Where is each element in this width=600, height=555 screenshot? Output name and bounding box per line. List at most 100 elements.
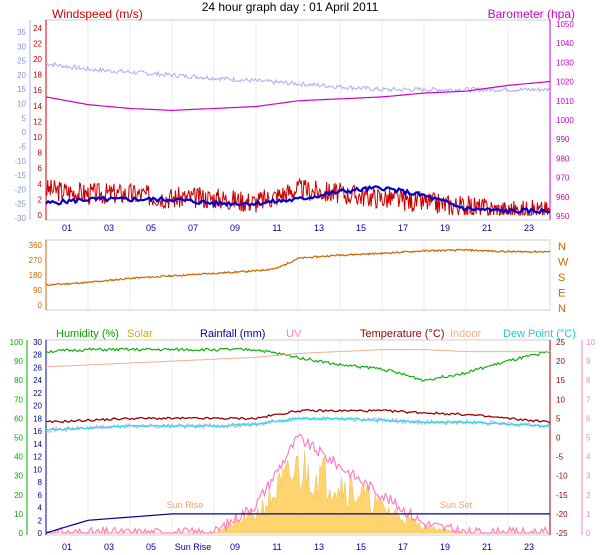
wind-tick-label: 18: [33, 71, 42, 80]
bottom-x-tick-label: 13: [314, 542, 324, 552]
uv-tick-label: 3: [586, 472, 591, 481]
dir-compass-label: N: [558, 303, 566, 315]
humidity-title: Humidity (%): [56, 328, 119, 340]
bottom-x-tick-label: 09: [230, 542, 240, 552]
wind-x-tick-label: 09: [230, 223, 240, 233]
bottom-x-tick-label: 15: [356, 542, 366, 552]
bottom-x-tick-label: Sun Rise: [175, 542, 212, 552]
humidity-tick-label: 70: [14, 395, 23, 404]
uv-tick-label: 9: [586, 357, 591, 366]
rain-tick-label: 22: [33, 389, 42, 398]
temp-tick-label: 25: [556, 338, 565, 347]
wind-x-tick-label: 01: [62, 223, 72, 233]
wind-title: Windspeed (m/s): [52, 7, 143, 21]
wind-outer-tick-label: -15: [14, 171, 26, 180]
wind-outer-tick-label: -30: [14, 214, 26, 223]
bottom-x-tick-label: 21: [482, 542, 492, 552]
wind-outer-tick-label: 20: [17, 71, 26, 80]
solar-title: Solar: [127, 328, 153, 340]
rain-tick-label: 14: [33, 440, 42, 449]
uv-line: [45, 433, 550, 535]
dew-point-line: [45, 417, 551, 431]
wind-x-tick-label: 15: [356, 223, 366, 233]
sunrise-annotation: Sun Rise: [167, 500, 204, 510]
dir-tick-label: 270: [29, 256, 43, 265]
uv-tick-label: 5: [586, 434, 591, 443]
rain-tick-label: 18: [33, 414, 42, 423]
wind-x-tick-label: 19: [440, 223, 450, 233]
temp-tick-label: -20: [556, 510, 568, 519]
temp-tick-label: -5: [556, 453, 564, 462]
wind-x-tick-label: 23: [524, 223, 534, 233]
wind-x-tick-label: 11: [272, 223, 281, 233]
bottom-x-tick-label: 05: [146, 542, 156, 552]
wind-tick-label: 16: [33, 86, 42, 95]
bottom-x-tick-label: 19: [440, 542, 450, 552]
outer-temp-line: [45, 61, 551, 94]
wind-outer-tick-label: -25: [14, 200, 26, 209]
humidity-line: [45, 347, 551, 382]
rain-tick-label: 2: [38, 516, 43, 525]
wind-gust-line: [45, 177, 551, 217]
wind-x-tick-label: 05: [146, 223, 156, 233]
wind-tick-label: 24: [33, 24, 42, 33]
wind-tick-label: 8: [38, 149, 43, 158]
indoor-temp-line: [45, 349, 550, 368]
uv-tick-label: 0: [586, 529, 591, 538]
rain-tick-label: 6: [38, 491, 43, 500]
baro-tick-label: 950: [556, 212, 570, 221]
dew-title: Dew Point (°C): [503, 328, 576, 340]
temp-tick-label: 20: [556, 357, 565, 366]
dir-compass-label: W: [558, 257, 569, 269]
wind-outer-tick-label: -5: [19, 142, 27, 151]
humidity-tick-label: 20: [14, 491, 23, 500]
humidity-tick-label: 90: [14, 357, 23, 366]
rain-tick-label: 4: [38, 504, 43, 513]
wind-tick-label: 12: [33, 117, 42, 126]
temp-tick-label: 0: [556, 434, 561, 443]
wind-tick-label: 14: [33, 102, 42, 111]
wind-outer-tick-label: 5: [22, 114, 27, 123]
page-title: 24 hour graph day : 01 April 2011: [202, 0, 379, 14]
wind-outer-tick-label: 30: [17, 42, 26, 51]
humidity-tick-label: 80: [14, 376, 23, 385]
baro-tick-label: 970: [556, 174, 570, 183]
temp-tick-label: -25: [556, 529, 568, 538]
dir-compass-label: N: [558, 241, 566, 253]
humidity-tick-label: 100: [10, 338, 24, 347]
baro-tick-label: 1010: [556, 97, 574, 106]
wind-avg-line: [45, 185, 551, 216]
wind-tick-label: 6: [38, 164, 43, 173]
baro-title: Barometer (hpa): [488, 7, 575, 21]
wind-outer-tick-label: 15: [17, 85, 26, 94]
uv-tick-label: 7: [586, 395, 591, 404]
temperature-line: [45, 409, 551, 424]
baro-tick-label: 1020: [556, 78, 574, 87]
wind-tick-label: 0: [38, 211, 43, 220]
uv-title: UV: [286, 328, 302, 340]
baro-tick-label: 1050: [556, 20, 574, 29]
uv-tick-label: 6: [586, 414, 591, 423]
wind-x-tick-label: 13: [314, 223, 324, 233]
rain-tick-label: 0: [38, 529, 43, 538]
wind-x-tick-label: 03: [104, 223, 114, 233]
baro-tick-label: 980: [556, 154, 570, 163]
temp-tick-label: 15: [556, 376, 565, 385]
humidity-tick-label: 10: [14, 510, 23, 519]
rain-tick-label: 10: [33, 465, 42, 474]
wind-tick-label: 22: [33, 39, 42, 48]
dir-tick-label: 180: [29, 271, 43, 280]
uv-tick-label: 1: [586, 510, 591, 519]
bottom-x-tick-label: 01: [62, 542, 72, 552]
uv-tick-label: 8: [586, 376, 591, 385]
dir-compass-label: E: [558, 288, 565, 300]
uv-tick-label: 4: [586, 453, 591, 462]
humidity-tick-label: 50: [14, 434, 23, 443]
wind-outer-tick-label: 25: [17, 57, 26, 66]
rain-tick-label: 16: [33, 427, 42, 436]
indoor-title: Indoor: [450, 328, 482, 340]
dir-tick-label: 360: [29, 241, 43, 250]
dir-compass-label: S: [558, 272, 565, 284]
